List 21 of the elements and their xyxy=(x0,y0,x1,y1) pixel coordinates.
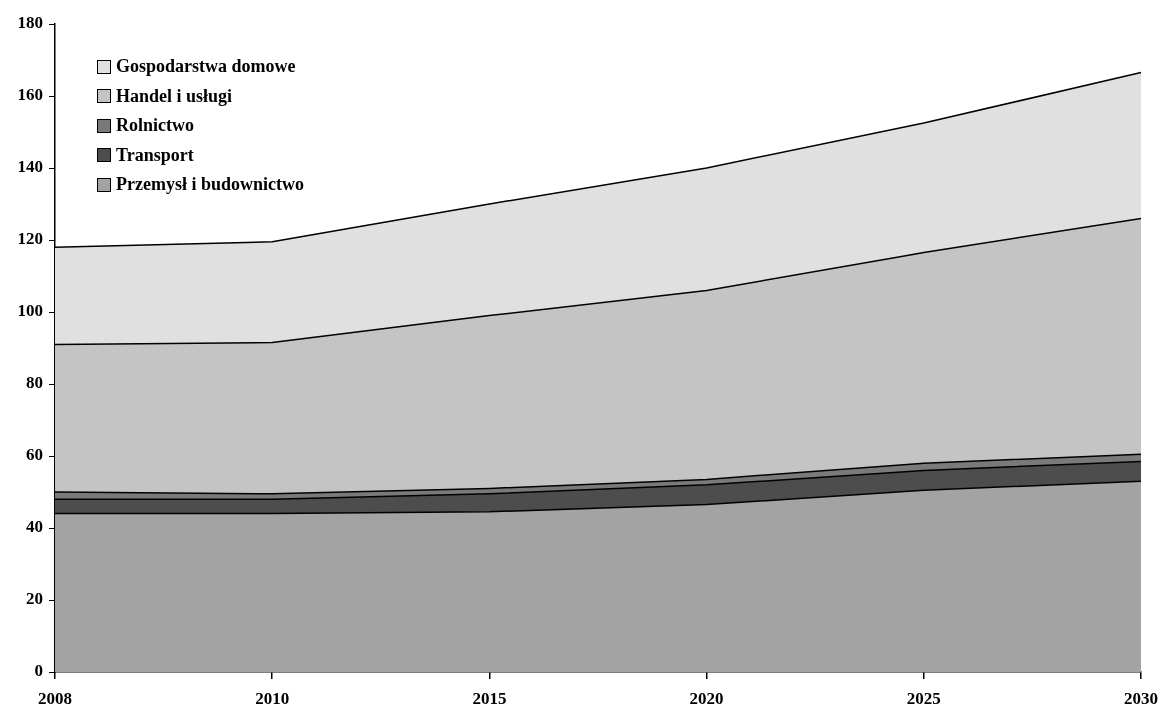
legend-label: Gospodarstwa domowe xyxy=(116,55,296,78)
y-tick-label: 60 xyxy=(26,445,43,465)
x-tick-label: 2010 xyxy=(255,688,290,708)
x-tick-label: 2025 xyxy=(906,688,941,708)
y-tick-label: 20 xyxy=(26,589,43,609)
x-tick-label: 2030 xyxy=(1124,688,1158,708)
x-tick-label: 2020 xyxy=(689,688,724,708)
legend-label: Handel i usługi xyxy=(116,84,233,108)
y-tick-label: 140 xyxy=(17,157,43,177)
y-tick-label: 120 xyxy=(17,229,43,249)
legend-label: Transport xyxy=(116,143,194,167)
legend-label: Przemysł i budownictwo xyxy=(116,173,304,196)
y-tick-label: 80 xyxy=(26,373,43,393)
y-tick-label: 180 xyxy=(17,13,43,33)
y-tick-label: 0 xyxy=(34,661,43,681)
x-tick-label: 2008 xyxy=(38,688,72,708)
y-tick-label: 100 xyxy=(17,301,43,321)
y-tick-label: 40 xyxy=(26,517,43,537)
legend-label: Rolnictwo xyxy=(116,114,194,137)
y-tick-label: 160 xyxy=(17,85,43,105)
x-tick-label: 2015 xyxy=(472,688,507,708)
